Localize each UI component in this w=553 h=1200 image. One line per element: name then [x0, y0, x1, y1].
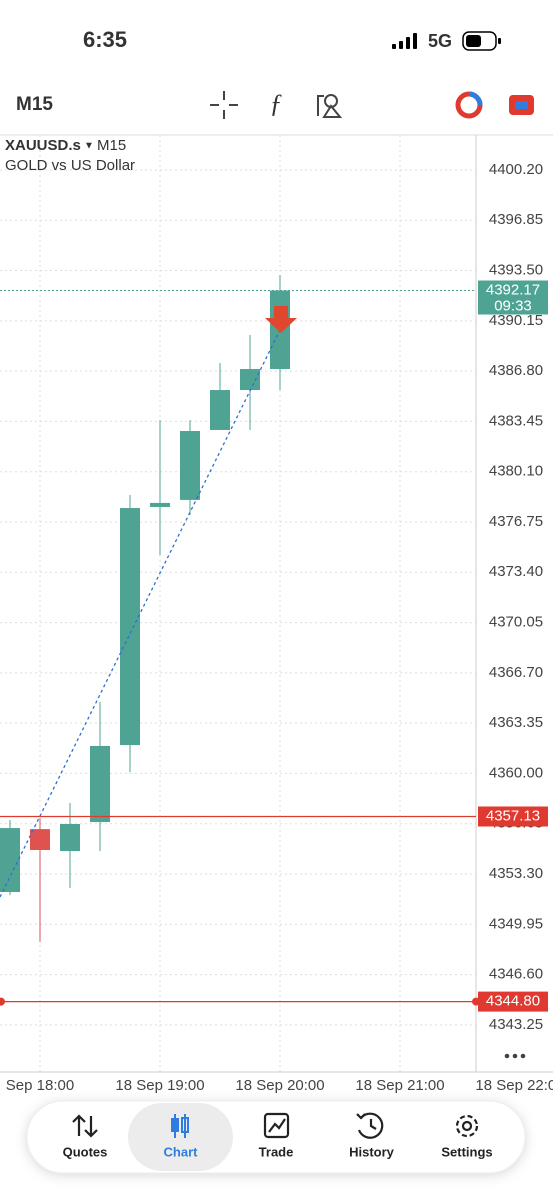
- y-tick-label: 4353.30: [489, 865, 543, 882]
- y-tick-label: 4370.05: [489, 614, 543, 631]
- y-tick-label: 4393.50: [489, 262, 543, 279]
- x-tick-label: 18 Sep 20:00: [235, 1077, 324, 1094]
- candle-body: [0, 828, 20, 893]
- y-tick-label: 4363.35: [489, 714, 543, 731]
- level-label-bg: [478, 806, 548, 827]
- trade-icon[interactable]: [509, 95, 534, 115]
- y-tick-label: 4386.80: [489, 362, 543, 379]
- network-label: 5G: [428, 31, 452, 51]
- candle-body: [120, 508, 140, 746]
- y-tick-label: 4380.10: [489, 463, 543, 480]
- trend-line: [0, 323, 284, 898]
- x-tick-label: 18 Sep 19:00: [115, 1077, 204, 1094]
- countdown-label: 09:33: [494, 297, 532, 314]
- sell-arrow: [265, 306, 297, 333]
- level-handle: [472, 997, 480, 1006]
- x-tick-label: Sep 18:00: [6, 1077, 74, 1094]
- y-tick-label: 4396.85: [489, 211, 543, 228]
- y-tick-label: 4346.60: [489, 966, 543, 983]
- signal-icon: [392, 33, 417, 49]
- symbol-description: GOLD vs US Dollar: [5, 157, 135, 174]
- account-icon[interactable]: [455, 91, 483, 119]
- candle-body: [60, 824, 80, 852]
- tab-label[interactable]: Settings: [441, 1144, 492, 1159]
- y-tick-label: 4360.00: [489, 764, 543, 781]
- bid-label: 4392.17: [486, 281, 540, 298]
- y-tick-label: 4400.20: [489, 161, 543, 178]
- x-tick-label: 18 Sep 21:00: [355, 1077, 444, 1094]
- objects-button[interactable]: [317, 94, 343, 118]
- trade-tab-icon[interactable]: [263, 1112, 290, 1139]
- symbol-dropdown[interactable]: ▼: [84, 141, 94, 152]
- tab-label[interactable]: Trade: [259, 1144, 294, 1159]
- candle-body: [30, 829, 50, 850]
- symbol-label: XAUUSD.s: [5, 137, 81, 154]
- level-label: 4344.80: [486, 993, 540, 1010]
- plot: 4400.20 4396.85 4393.50 4390.15 4386.80 4383.…: [0, 135, 553, 1094]
- y-tick-label: 4390.15: [489, 312, 543, 329]
- candle-body: [210, 390, 230, 430]
- y-tick-label: 4366.70: [489, 664, 543, 681]
- level-handle: [0, 997, 5, 1006]
- tab-label[interactable]: Chart: [164, 1144, 199, 1159]
- candle-body: [150, 502, 170, 507]
- active-tab-highlight: [128, 1103, 233, 1171]
- y-tick-label: 4373.40: [489, 563, 543, 580]
- tab-label[interactable]: History: [349, 1144, 395, 1159]
- status-time: 6:35: [83, 27, 127, 52]
- more-button[interactable]: [504, 1053, 526, 1059]
- level-label-bg: [478, 991, 548, 1012]
- candle-body: [180, 431, 200, 500]
- battery-icon: [462, 31, 501, 51]
- y-tick-label: 4349.95: [489, 915, 543, 932]
- settings-icon[interactable]: [455, 1114, 479, 1138]
- chart-icon[interactable]: [171, 1114, 189, 1138]
- y-tick-label: 4383.45: [489, 412, 543, 429]
- y-tick-label: 4376.75: [489, 513, 543, 530]
- quotes-icon[interactable]: [72, 1114, 98, 1138]
- indicators-button[interactable]: ƒ: [270, 89, 283, 118]
- level-label: 4357.13: [486, 807, 540, 824]
- candle-body: [240, 369, 260, 391]
- tab-label[interactable]: Quotes: [63, 1144, 108, 1159]
- history-icon[interactable]: [356, 1112, 384, 1139]
- y-tick-label: 4343.25: [489, 1016, 543, 1033]
- timeframe-button[interactable]: M15: [16, 94, 53, 115]
- x-tick-label: 18 Sep 22:00: [475, 1077, 553, 1094]
- crosshair-button[interactable]: [210, 91, 238, 119]
- candle-body: [90, 745, 110, 823]
- chart-timeframe: M15: [97, 137, 126, 154]
- bid-label-bg: [478, 280, 548, 315]
